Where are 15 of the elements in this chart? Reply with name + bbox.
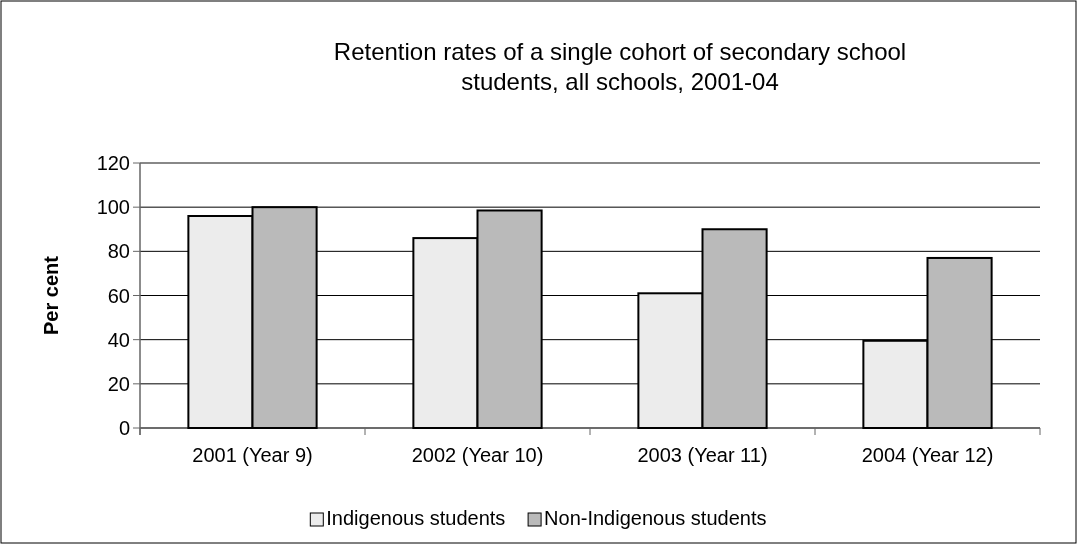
- y-tick-label: 100: [96, 196, 130, 219]
- y-tick-label: 20: [107, 372, 130, 395]
- y-tick-label: 40: [107, 328, 130, 351]
- y-axis-title: Per cent: [40, 255, 62, 335]
- chart-title: Retention rates of a single cohort of secondary school students, all schools, 2001-04: [333, 38, 907, 95]
- y-tick-label: 60: [107, 284, 130, 307]
- legend-label: Non-Indigenous students: [544, 507, 767, 529]
- x-tick-label: 2002 (Year 10): [411, 444, 544, 466]
- legend-label: Indigenous students: [326, 507, 506, 529]
- x-tick-label: 2003 (Year 11): [637, 444, 768, 466]
- y-tick-label: 120: [96, 152, 130, 174]
- x-tick-label: 2001 (Year 9): [192, 444, 313, 466]
- y-tick-label: 0: [118, 417, 130, 439]
- y-tick-label: 80: [107, 240, 130, 263]
- x-tick-label: 2004 (Year 12): [861, 444, 994, 466]
